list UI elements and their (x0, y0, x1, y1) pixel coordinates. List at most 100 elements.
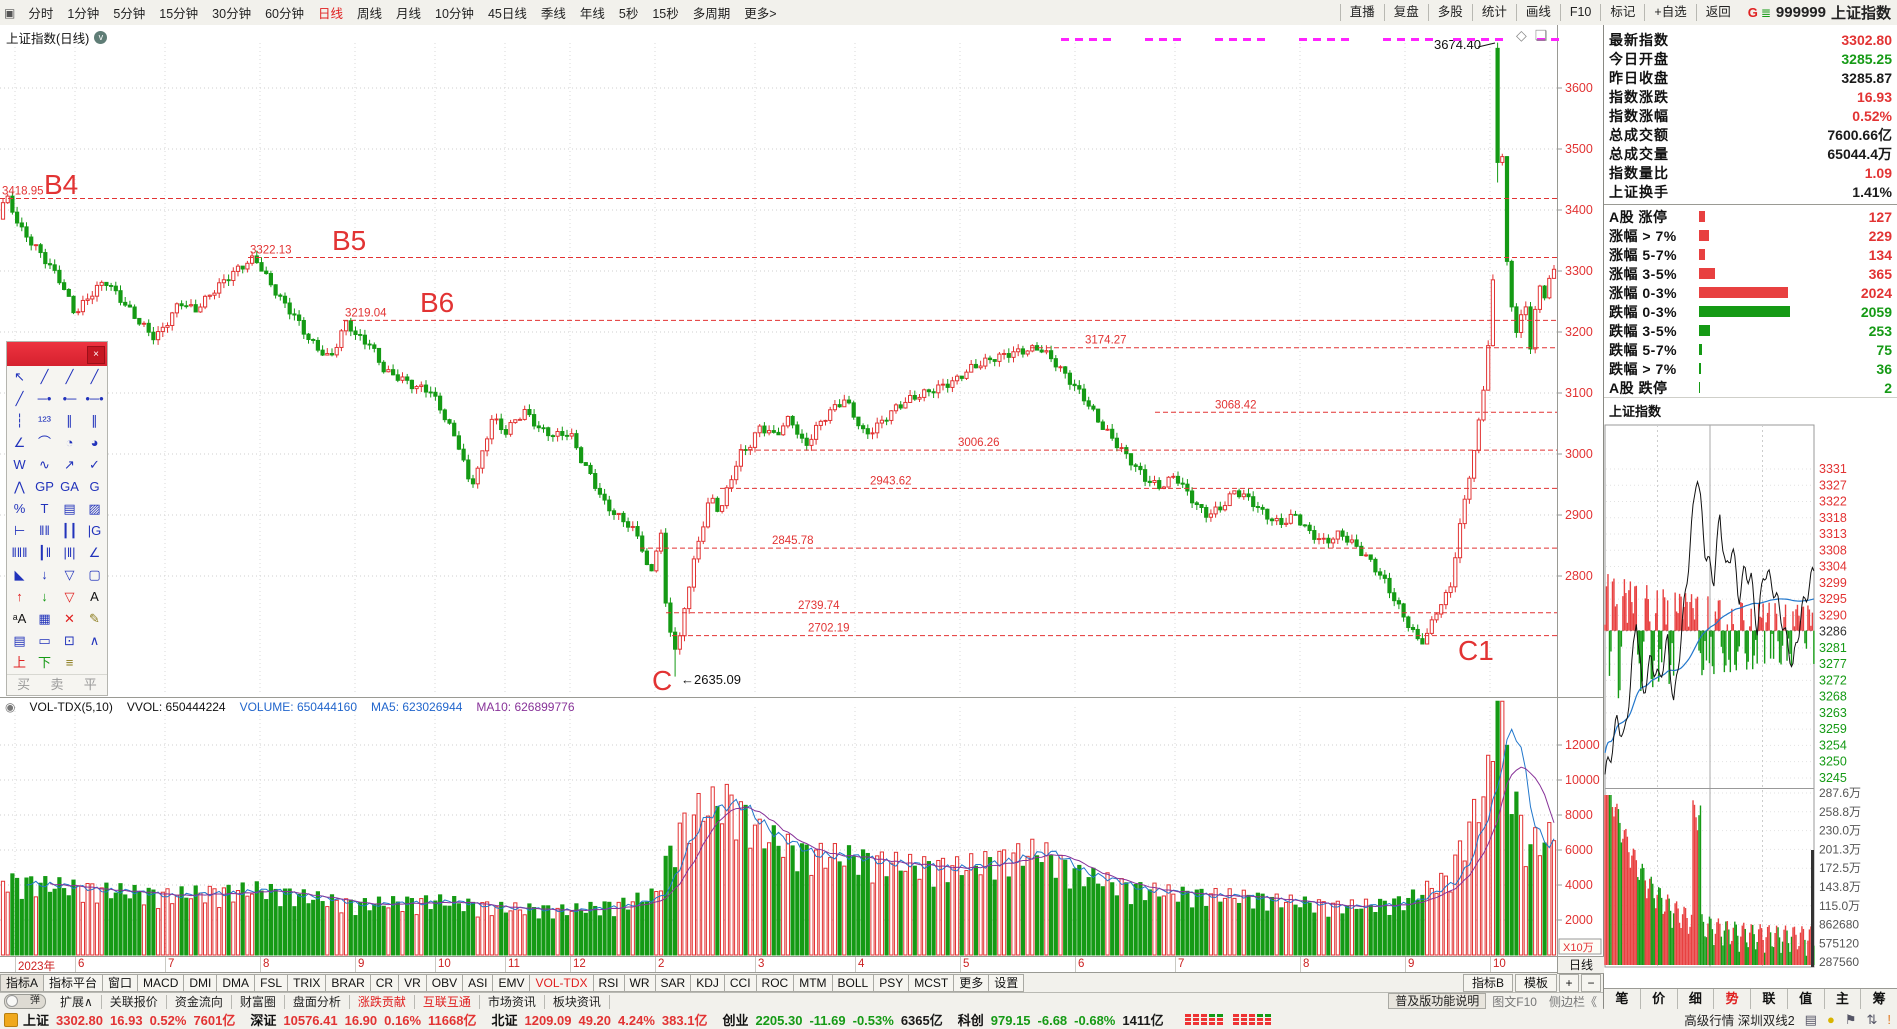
window-icon[interactable]: ▣ (4, 5, 16, 20)
main-candlestick-chart[interactable]: 3600 3500 3400 3300 3200 3100 3000 2900 2800 1200… (0, 25, 1603, 956)
indicator-tab-14[interactable]: VOL-TDX (530, 974, 594, 992)
tool-rect-label-2[interactable]: ⊡ (64, 633, 75, 648)
help-button[interactable]: 普及版功能说明 (1388, 993, 1487, 1009)
tool-sector[interactable]: ◕ (90, 435, 99, 450)
indicator-tab-26[interactable]: 设置 (989, 974, 1025, 992)
indicator-tab-12[interactable]: ASI (463, 974, 494, 992)
tool-measure-123[interactable]: ¹²³ (38, 413, 51, 428)
tool-circle-tool[interactable]: ◔ (65, 435, 74, 450)
indicator-tab-3[interactable]: MACD (138, 974, 185, 992)
indicator-tab-8[interactable]: BRAR (326, 974, 371, 992)
tool-delete-x[interactable]: ✕ (64, 611, 75, 626)
indicator-tab-24[interactable]: MCST (909, 974, 955, 992)
split-window-icon[interactable]: ❏ (1534, 27, 1556, 43)
indicator-tab-0[interactable]: 指标A (0, 974, 45, 992)
tool-align[interactable]: ≡ (65, 655, 74, 670)
tool-time-lines-4[interactable]: ‖‖ (39, 523, 50, 538)
toolbar-button-6[interactable]: 标记 (1600, 4, 1644, 21)
toolbar-button-5[interactable]: F10 (1559, 4, 1601, 21)
indicator-tab-9[interactable]: CR (370, 974, 400, 992)
popup-toggle[interactable]: 弹 (4, 993, 46, 1009)
indicator-tab-19[interactable]: CCI (724, 974, 757, 992)
tool-percent-lines[interactable]: % (13, 501, 26, 516)
tool-pencil[interactable]: ✎ (89, 611, 100, 626)
tool-channel[interactable]: ▤ (63, 501, 76, 516)
tool-time-ruler[interactable]: T (40, 501, 49, 516)
sidebar-tab-笔[interactable]: 笔 (1604, 989, 1641, 1009)
indicator-tab-2[interactable]: 窗口 (103, 974, 139, 992)
period-tab-1[interactable]: 1分钟 (67, 7, 100, 21)
tool-rect-label[interactable]: ▭ (38, 633, 51, 648)
f10-doc-button[interactable]: 图文F10 (1492, 994, 1537, 1009)
trade-0[interactable]: 买 (17, 677, 31, 692)
period-tab-10[interactable]: 45日线 (487, 7, 527, 21)
toolbar-button-3[interactable]: 统计 (1471, 4, 1516, 21)
period-tab-15[interactable]: 多周期 (692, 7, 731, 21)
extension-tab-5[interactable]: 涨跌贡献 (349, 994, 415, 1009)
extension-tab-0[interactable]: 扩展∧ (52, 994, 102, 1009)
tool-arc[interactable]: ⌒ (37, 435, 51, 450)
indicator-tab-18[interactable]: KDJ (691, 974, 725, 992)
tool-mark-xia[interactable]: 下 (37, 655, 51, 670)
sidebar-tab-势[interactable]: 势 (1714, 989, 1751, 1009)
indicator-tab-4[interactable]: DMI (184, 974, 218, 992)
collapse-icon[interactable]: ◉ (5, 700, 16, 714)
tool-triangle[interactable]: ▽ (64, 567, 75, 582)
period-tab-11[interactable]: 季线 (540, 7, 566, 21)
tool-fibo-time-2[interactable]: |‖| (63, 545, 76, 560)
indicator-tab-21[interactable]: MTM (794, 974, 833, 992)
indicator-tab-16[interactable]: WR (624, 974, 656, 992)
tool-peaks[interactable]: ⋀ (14, 479, 25, 494)
period-tab-9[interactable]: 10分钟 (435, 7, 474, 21)
period-tab-14[interactable]: 15秒 (652, 7, 679, 21)
tool-ray[interactable]: ╱ (90, 369, 99, 384)
toolbar-button-0[interactable]: 直播 (1339, 4, 1384, 21)
tool-cycle-lines[interactable]: ‖‖‖ (11, 545, 28, 560)
tool-fill-region[interactable]: ▦ (38, 611, 51, 626)
tool-angle-2[interactable]: ∠ (88, 545, 101, 560)
tool-hseg-both[interactable]: •─• (85, 391, 104, 406)
period-tab-7[interactable]: 周线 (357, 7, 383, 21)
notes-icon[interactable]: ▤ (1804, 1011, 1817, 1027)
tool-pitchfork[interactable]: ⊢ (13, 523, 26, 538)
tool-mark-down[interactable]: ↓ (41, 589, 48, 604)
chevron-down-icon[interactable]: v (94, 31, 108, 44)
extension-tab-1[interactable]: 关联报价 (101, 994, 167, 1009)
toolbar-button-1[interactable]: 复盘 (1383, 4, 1428, 21)
coin-icon[interactable]: ● (1826, 1012, 1835, 1027)
tool-caret[interactable]: ∧ (89, 633, 100, 648)
tool-gann-g[interactable]: G (89, 479, 100, 494)
indicator-tab-17[interactable]: SAR (655, 974, 692, 992)
tool-fibo-time[interactable]: ┃‖ (37, 545, 52, 560)
tool-gann-fan[interactable]: ◣ (14, 567, 25, 582)
extension-tab-6[interactable]: 互联互通 (414, 994, 480, 1009)
flag-icon[interactable]: ⚑ (1844, 1011, 1857, 1027)
toolbar-button-7[interactable]: +自选 (1644, 4, 1695, 21)
tool-note[interactable]: ▤ (13, 633, 26, 648)
extension-tab-3[interactable]: 财富圈 (231, 994, 285, 1009)
sidebar-tab-值[interactable]: 值 (1788, 989, 1825, 1009)
sidebar-tab-筹[interactable]: 筹 (1861, 989, 1897, 1009)
tool-wave-check[interactable]: ✓ (89, 457, 100, 472)
extension-tab-7[interactable]: 市场资讯 (479, 994, 545, 1009)
tool-gann-gp[interactable]: GP (35, 479, 54, 494)
indicator-tab-6[interactable]: FSL (255, 974, 289, 992)
drawing-toolbar-titlebar[interactable]: × (7, 342, 107, 366)
period-tab-2[interactable]: 5分钟 (113, 7, 146, 21)
indicator-tab-7[interactable]: TRIX (288, 974, 327, 992)
alert-icon[interactable]: ! (1887, 1012, 1891, 1027)
period-tab-16[interactable]: 更多> (744, 7, 777, 21)
tool-parallel-lines[interactable]: ∥ (66, 413, 73, 428)
tool-trend-line[interactable]: ╱ (15, 391, 24, 406)
period-tab-12[interactable]: 年线 (579, 7, 605, 21)
tool-text-aa[interactable]: ᵃA (12, 611, 27, 626)
indicator-tab-1[interactable]: 指标平台 (44, 974, 104, 992)
tool-hseg-right[interactable]: •─ (62, 391, 77, 406)
sidebar-collapse-button[interactable]: 侧边栏《 (1548, 994, 1597, 1009)
sidebar-tab-主[interactable]: 主 (1825, 989, 1862, 1009)
trade-2[interactable]: 平 (83, 677, 97, 692)
tool-segment[interactable]: ╱ (40, 369, 49, 384)
indicator-tab-5[interactable]: DMA (217, 974, 256, 992)
period-tab-3[interactable]: 15分钟 (159, 7, 199, 21)
indicator-tab-20[interactable]: ROC (756, 974, 795, 992)
